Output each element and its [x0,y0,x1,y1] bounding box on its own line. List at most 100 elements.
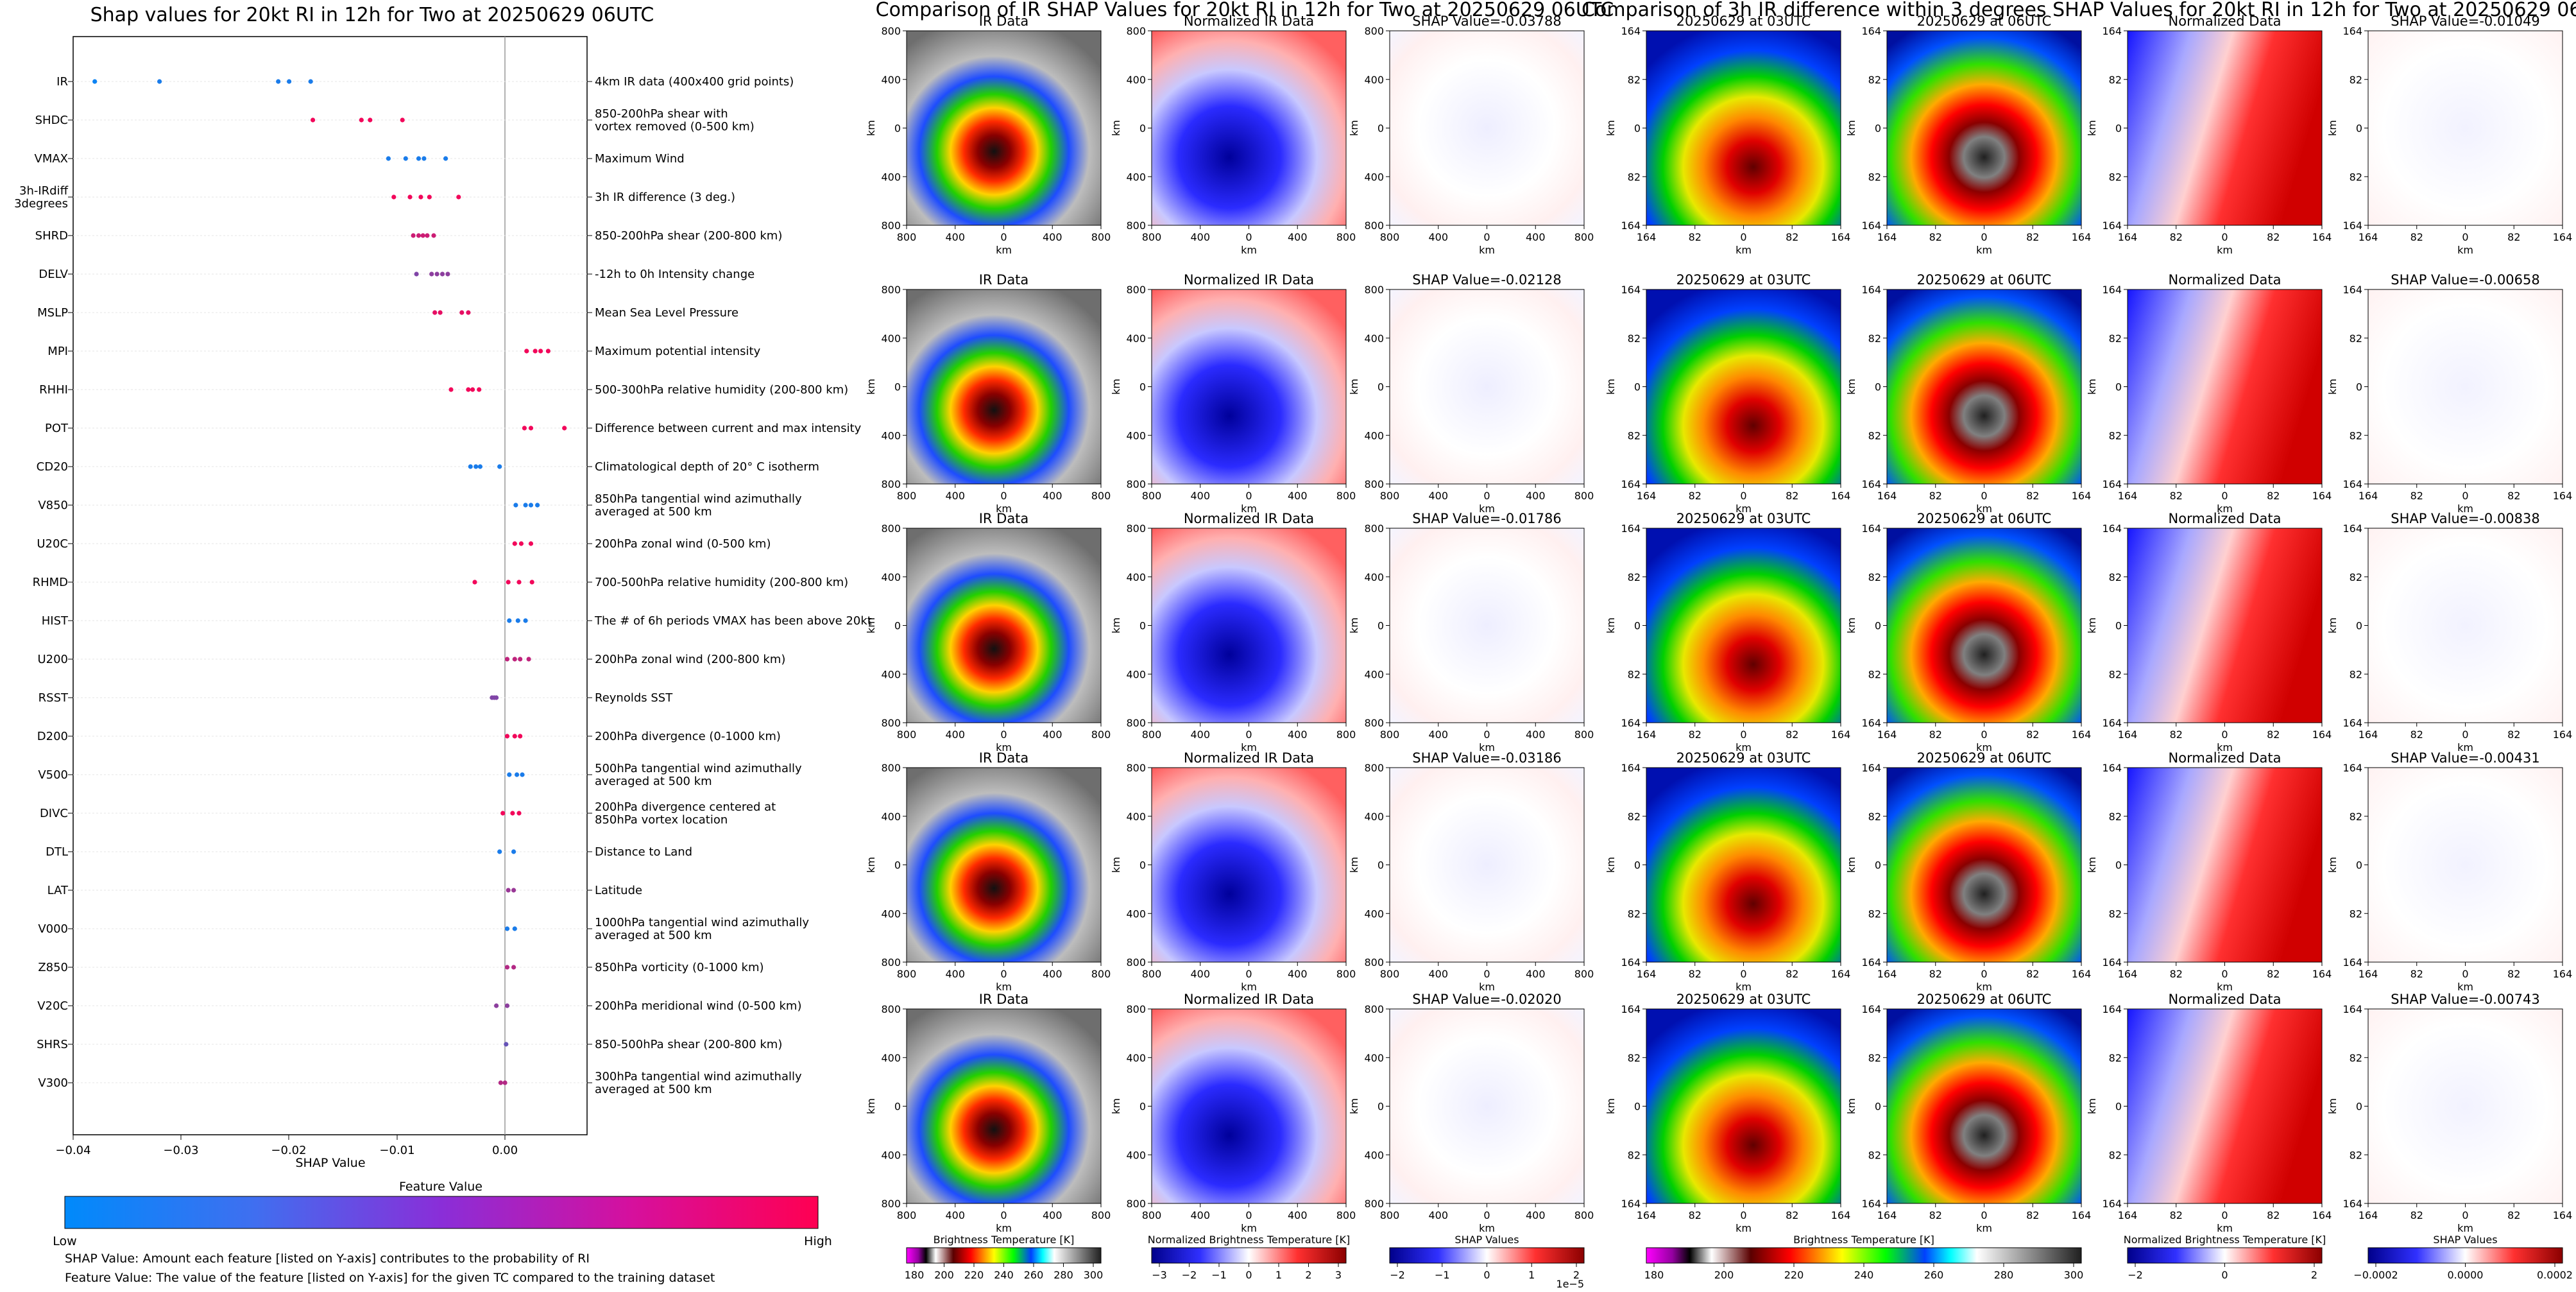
ir-06utc-image [1886,528,2082,723]
panel-x-axis-label: km [1976,741,1992,754]
panel-x-tick: 0 [2462,968,2468,980]
panel-x-tick: 800 [1336,231,1356,243]
panel-x-tick: 800 [1574,1209,1594,1221]
panel-y-axis-label: km [2086,379,2098,395]
panel-x-tick: 164 [1637,968,1657,980]
colorbar: Brightness Temperature [K] 180 200 220 240 26… [1644,1234,2084,1281]
feature-code-label: Z850 [38,961,68,974]
diff-shap-image [2367,1008,2563,1204]
panel-x-tick: 164 [1831,968,1851,980]
panel-y-tick: 400 [881,908,901,920]
panel-y-tick: 400 [1364,1052,1384,1064]
panel-y-tick: 0 [1634,381,1641,393]
panel-y-axis-label: km [1110,617,1122,633]
panel-y-tick: 82 [2350,811,2362,823]
colorbar-label: Normalized Brightness Temperature [K] [1148,1234,1351,1246]
ir-section-title: Comparison of IR SHAP Values for 20kt RI… [876,0,1614,21]
panel-x-tick: 82 [1689,490,1702,502]
shap-point [528,541,534,546]
panel-x-tick: 164 [1877,231,1897,243]
panel-x-tick: 400 [1288,231,1308,243]
panel-x-tick: 800 [897,1209,917,1221]
feature-code-label: D200 [37,730,68,743]
panel-y-tick: 400 [881,571,901,583]
panel-title: 20250629 at 03UTC [1676,511,1811,526]
shap-point [529,580,534,585]
panel-x-tick: 0 [1000,968,1007,980]
panel-x-tick: 800 [897,490,917,502]
normalized-ir-image [1151,1008,1347,1204]
shap-point [287,79,292,84]
panel-x-axis-label: km [1736,741,1752,754]
panel-y-tick: 164 [1861,1198,1881,1210]
panel-title: IR Data [979,992,1029,1007]
panel-x-tick: 800 [1380,1209,1400,1221]
panel-x-tick: 400 [945,231,965,243]
shap-point [425,233,430,238]
panel-x-tick: 400 [1526,231,1546,243]
panel-x-tick: 164 [2312,1209,2332,1221]
panel-x-tick: 164 [2118,231,2138,243]
panel-x-tick: 400 [1288,490,1308,502]
panel-x-tick: 0 [1245,1209,1252,1221]
feature-description-label: Maximum Wind [595,152,685,166]
panel-y-tick: 400 [881,171,901,183]
panel-x-tick: 400 [1428,728,1448,741]
panel-x-axis-label: km [1479,1222,1495,1234]
shap-point [416,233,422,238]
colorbar-tick: −1 [1211,1269,1227,1281]
panel-x-tick: 164 [2072,490,2092,502]
feature-code-label: U20C [37,537,68,551]
panel-x-axis-label: km [2217,981,2233,993]
panel-x-tick: 0 [1740,231,1746,243]
panel-y-tick: 82 [1628,332,1641,345]
panel-y-tick: 800 [1364,1003,1384,1015]
panel-x-tick: 82 [2507,968,2520,980]
panel-x-tick: 0 [1740,490,1746,502]
panel-x-tick: 82 [1786,728,1798,741]
colorbar-high-label: High [804,1234,832,1248]
panel-y-tick: 0 [894,620,901,632]
shap-point [400,117,405,123]
panel-x-tick: 0 [1245,728,1252,741]
feature-row: SHRD 850-200hPa shear (200-800 km) [35,229,783,243]
feature-row: Z850 850hPa vorticity (0-1000 km) [38,961,763,974]
panel-y-tick: 400 [1364,1149,1384,1161]
panel-x-axis-label: km [1241,1222,1257,1234]
panel-x-axis-label: km [1479,503,1495,515]
panel-x-tick: 800 [1574,728,1594,741]
panel-y-tick: 800 [1126,956,1146,969]
feature-code-label: RSST [38,691,69,705]
colorbar-strip [906,1247,1102,1264]
colorbar-strip [2367,1247,2563,1264]
colorbar-low-label: Low [53,1234,76,1248]
panel-x-tick: 82 [2410,231,2423,243]
panel-x-tick: 0 [1981,968,1987,980]
panel-x-tick: 164 [1831,728,1851,741]
shap-point [472,580,477,585]
panel-y-tick: 0 [2356,859,2362,872]
panel-y-tick: 800 [1364,478,1384,490]
panel-x-tick: 400 [1190,968,1210,980]
panel-title: SHAP Value=-0.00838 [2391,511,2540,526]
panel-x-tick: 82 [2507,231,2520,243]
panel-x-tick: 164 [1877,1209,1897,1221]
panel-x-tick: 164 [1831,490,1851,502]
colorbar-tick: −1 [1435,1269,1450,1281]
panel-y-tick: 400 [1126,908,1146,920]
feature-description-label: Mean Sea Level Pressure [595,306,738,320]
panel-y-tick: 800 [881,1198,901,1210]
shap-point [473,464,479,469]
panel-x-tick: 82 [1689,968,1702,980]
panel-x-axis-label: km [1241,741,1257,754]
panel-y-tick: 82 [2350,429,2362,442]
panel-y-tick: 400 [1364,811,1384,823]
feature-code-label: MPI [47,345,68,358]
shap-point [459,310,465,315]
panel-y-axis-label: km [1348,120,1360,136]
feature-description-label: 200hPa zonal wind (0-500 km) [595,537,771,551]
panel-y-tick: 82 [1628,908,1641,920]
